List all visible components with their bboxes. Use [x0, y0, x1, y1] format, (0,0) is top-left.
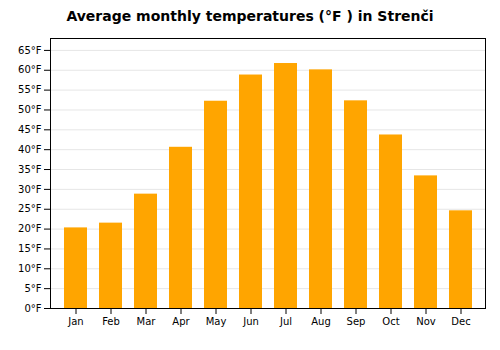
svg-text:Sep: Sep: [347, 316, 366, 327]
svg-text:Dec: Dec: [451, 316, 470, 327]
svg-text:0°F: 0°F: [24, 303, 41, 314]
svg-text:May: May: [206, 316, 227, 327]
svg-text:Feb: Feb: [102, 316, 120, 327]
svg-text:55°F: 55°F: [18, 84, 42, 95]
svg-text:65°F: 65°F: [18, 45, 42, 56]
svg-text:30°F: 30°F: [18, 184, 42, 195]
svg-text:Oct: Oct: [382, 316, 399, 327]
svg-text:15°F: 15°F: [18, 243, 42, 254]
svg-text:Nov: Nov: [416, 316, 436, 327]
svg-text:50°F: 50°F: [18, 104, 42, 115]
svg-text:Jan: Jan: [67, 316, 83, 327]
svg-text:60°F: 60°F: [18, 64, 42, 75]
svg-text:5°F: 5°F: [24, 283, 41, 294]
html-text:Average monthly temperatures (: Average monthly temperatures (°F ) in St…: [66, 8, 434, 24]
svg-text:40°F: 40°F: [18, 144, 42, 155]
svg-text:20°F: 20°F: [18, 223, 42, 234]
svg-text:Apr: Apr: [172, 316, 190, 327]
svg-text:Jun: Jun: [242, 316, 259, 327]
svg-text:35°F: 35°F: [18, 164, 42, 175]
svg-text:45°F: 45°F: [18, 124, 42, 135]
svg-text:10°F: 10°F: [18, 263, 42, 274]
svg-text:Mar: Mar: [137, 316, 157, 327]
svg-text:Aug: Aug: [311, 316, 331, 327]
svg-text:25°F: 25°F: [18, 203, 42, 214]
svg-text:Jul: Jul: [279, 316, 292, 327]
